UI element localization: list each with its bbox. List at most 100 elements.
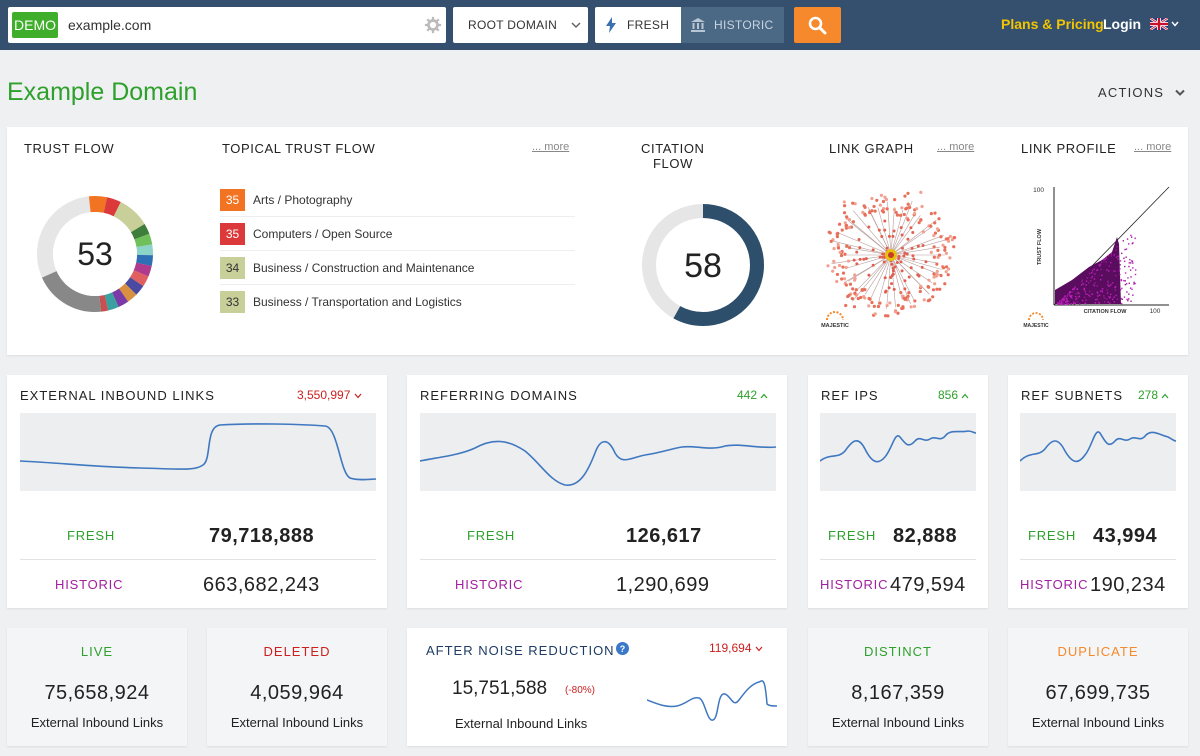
link-profile-more-link[interactable]: ... more (1134, 141, 1172, 153)
noise-value: 15,751,588 (452, 678, 548, 699)
subnets-historic-label: HISTORIC (1020, 577, 1089, 592)
ref-ips-sparkline[interactable] (820, 413, 976, 491)
distinct-subtitle: External Inbound Links (831, 715, 965, 730)
ref-subnets-sparkline[interactable] (1020, 413, 1176, 491)
demo-badge: DEMO (12, 12, 58, 38)
noise-total[interactable]: 119,694 (709, 641, 763, 655)
duplicate-subtitle: External Inbound Links (1031, 715, 1165, 730)
deleted-title: DELETED (263, 644, 331, 659)
citation-flow-arc (642, 204, 764, 326)
referring-domains-sparkline[interactable] (420, 413, 776, 491)
external-historic-label: HISTORIC (55, 577, 124, 592)
referring-domains-total[interactable]: 442 (737, 388, 768, 402)
trust-flow-label: TRUST FLOW (24, 141, 115, 156)
noise-sparkline[interactable] (647, 674, 777, 724)
deleted-value: 4,059,964 (250, 682, 344, 704)
noise-subtitle: External Inbound Links (455, 716, 588, 731)
noise-total-value: 119,694 (709, 641, 752, 655)
actions-menu[interactable]: ACTIONS (1098, 85, 1185, 100)
ips-historic-value[interactable]: 479,594 (890, 574, 966, 596)
bank-icon (691, 18, 705, 32)
ips-historic-label: HISTORIC (820, 577, 889, 592)
summary-card: TRUST FLOW 53 TOPICAL TRUST FLOW ... mor… (7, 127, 1188, 355)
ips-fresh-label: FRESH (828, 528, 877, 543)
ips-fresh-value[interactable]: 82,888 (893, 525, 958, 547)
fresh-index-button[interactable]: FRESH (595, 7, 681, 43)
ref-ips-title: REF IPS (821, 388, 879, 403)
domains-fresh-value[interactable]: 126,617 (626, 525, 702, 547)
ref-ips-total-value: 856 (938, 388, 959, 402)
topic-name: Computers / Open Source (253, 227, 393, 241)
subnets-fresh-value[interactable]: 43,994 (1093, 525, 1158, 547)
trust-flow-donut[interactable]: 53 (36, 195, 154, 313)
external-historic-value[interactable]: 663,682,243 (203, 574, 320, 596)
domain-input[interactable] (68, 7, 408, 43)
search-icon (808, 16, 827, 35)
link-profile-label: LINK PROFILE (1021, 141, 1117, 156)
login-link[interactable]: Login (1103, 16, 1142, 32)
help-icon[interactable]: ? (616, 642, 629, 655)
uk-flag-icon[interactable] (1150, 18, 1168, 30)
divider (820, 559, 976, 560)
ref-ips-card: REF IPS 856 FRESH 82,888 HISTORIC 479,59… (808, 375, 988, 608)
ref-subnets-total[interactable]: 278 (1138, 388, 1169, 402)
link-graph-image[interactable]: MAJESTIC (821, 177, 979, 337)
distinct-links-card[interactable]: DISTINCT 8,167,359 External Inbound Link… (808, 628, 988, 746)
external-links-sparkline[interactable] (20, 413, 376, 491)
noise-reduction-title: AFTER NOISE REDUCTION (426, 643, 615, 658)
topic-name: Business / Construction and Maintenance (253, 261, 475, 275)
external-inbound-links-card: EXTERNAL INBOUND LINKS 3,550,997 FRESH 7… (7, 375, 387, 608)
list-item[interactable]: 35 Arts / Photography (220, 183, 575, 217)
trust-flow-value: 53 (77, 236, 113, 272)
historic-index-button[interactable]: HISTORIC (681, 7, 784, 43)
subnets-historic-value[interactable]: 190,234 (1090, 574, 1166, 596)
link-profile-y-axis-label: TRUST FLOW (1037, 228, 1043, 265)
external-fresh-value[interactable]: 79,718,888 (209, 525, 315, 547)
link-profile-logo: MAJESTIC (1023, 323, 1049, 329)
chevron-up-icon (1161, 393, 1169, 399)
ref-ips-total[interactable]: 856 (938, 388, 969, 402)
link-profile-chart[interactable]: 100 100 TRUST FLOW CITATION FLOW MAJESTI… (1017, 182, 1172, 330)
duplicate-value: 67,699,735 (1045, 682, 1151, 704)
gear-icon[interactable] (424, 16, 442, 34)
external-links-total[interactable]: 3,550,997 (297, 388, 362, 402)
topical-more-link[interactable]: ... more (532, 141, 570, 153)
historic-index-label: HISTORIC (714, 18, 774, 32)
domains-historic-value[interactable]: 1,290,699 (616, 574, 710, 596)
subnets-fresh-label: FRESH (1028, 528, 1077, 543)
chevron-up-icon (760, 393, 768, 399)
distinct-value: 8,167,359 (851, 682, 945, 704)
external-fresh-label: FRESH (67, 528, 116, 543)
search-button[interactable] (794, 7, 841, 43)
deleted-links-card[interactable]: DELETED 4,059,964 External Inbound Links (207, 628, 387, 746)
page-title: Example Domain (7, 78, 198, 106)
distinct-title: DISTINCT (864, 644, 932, 659)
ref-subnets-title: REF SUBNETS (1021, 388, 1124, 403)
link-profile-y-max: 100 (1033, 187, 1044, 194)
domains-historic-label: HISTORIC (455, 577, 524, 592)
link-graph-logo: MAJESTIC (821, 323, 849, 329)
live-links-card[interactable]: LIVE 75,658,924 External Inbound Links (7, 628, 187, 746)
citation-flow-value: 58 (684, 247, 722, 285)
domain-search-box[interactable]: DEMO (8, 7, 446, 43)
scope-select[interactable]: ROOT DOMAIN (453, 7, 588, 43)
divider (420, 559, 776, 560)
citation-flow-donut[interactable]: 58 (640, 202, 766, 328)
language-chevron-icon[interactable] (1171, 20, 1179, 28)
link-graph-label: LINK GRAPH (829, 141, 914, 156)
topic-score-badge: 35 (220, 223, 245, 245)
list-item[interactable]: 33 Business / Transportation and Logisti… (220, 285, 575, 319)
topic-score-badge: 35 (220, 189, 245, 211)
link-graph-more-link[interactable]: ... more (937, 141, 975, 153)
topic-name: Arts / Photography (253, 193, 353, 207)
list-item[interactable]: 35 Computers / Open Source (220, 217, 575, 251)
ref-subnets-total-value: 278 (1138, 388, 1159, 402)
plans-pricing-link[interactable]: Plans & Pricing (1001, 16, 1104, 32)
chevron-down-icon (354, 393, 362, 399)
noise-reduction-card[interactable]: AFTER NOISE REDUCTION ? 119,694 15,751,5… (407, 628, 787, 746)
noise-change: (-80%) (565, 685, 596, 696)
actions-label: ACTIONS (1098, 85, 1165, 100)
duplicate-links-card[interactable]: DUPLICATE 67,699,735 External Inbound Li… (1008, 628, 1188, 746)
list-item[interactable]: 34 Business / Construction and Maintenan… (220, 251, 575, 285)
citation-flow-label-line2: FLOW (653, 156, 693, 171)
